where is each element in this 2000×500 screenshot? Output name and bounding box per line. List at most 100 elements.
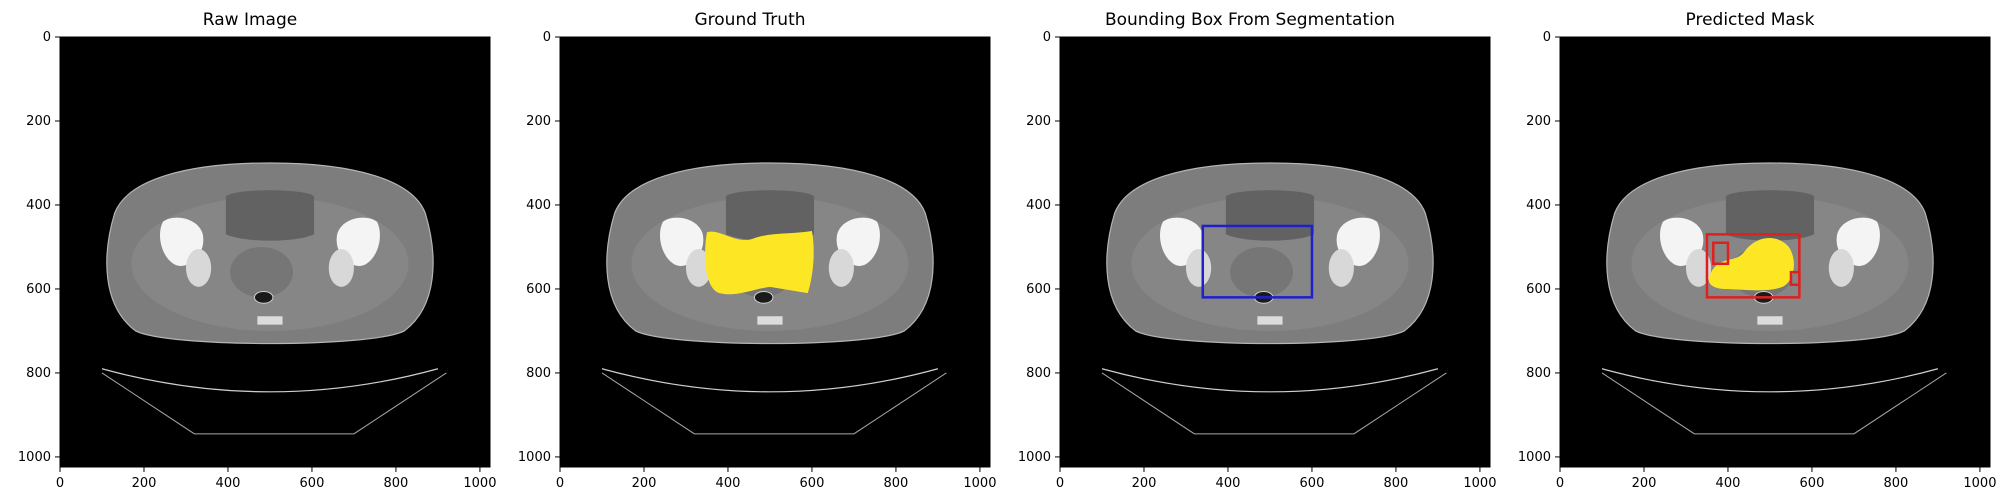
predicted-box [1705,233,1801,299]
panel-title: Ground Truth [694,10,806,30]
y-tick-label: 0 [543,30,551,45]
x-tick-label: 600 [1800,476,1825,491]
y-tick-label: 200 [1026,114,1051,129]
rectum [230,246,294,298]
y-tick-label: 600 [26,282,51,297]
y-tick-label: 600 [526,282,551,297]
left-acetabulum [1685,249,1712,287]
y-tick-label: 400 [26,198,51,213]
panel-ground-truth: Ground Truth 0 200 400 600 800 1000 0 200 400 600… [500,0,1000,500]
left-acetabulum [185,249,212,287]
bladder [225,190,315,241]
x-tick-label: 800 [1384,476,1409,491]
y-tick-label: 800 [26,366,51,381]
x-tick-label: 400 [716,476,741,491]
rectum [1230,246,1294,298]
predicted-box [1789,270,1801,287]
right-acetabulum [1328,249,1354,287]
x-tick-label: 600 [1300,476,1325,491]
axes-frame [1059,36,1491,468]
ct-figure: 0 200 400 600 800 1000 0 200 400 600 800 1000 [1018,30,1497,491]
x-tick-label: 0 [56,476,64,491]
table-base [601,372,947,435]
y-tick-label: 0 [1043,30,1051,45]
y-tick-label: 1000 [518,450,551,465]
x-tick-label: 400 [1716,476,1741,491]
axes-ticks: 0 200 400 600 800 1000 0 200 400 600 800 1000 [1018,30,1497,491]
ct-figure: 0 200 400 600 800 1000 0 200 400 600 800 1000 [518,30,997,491]
y-tick-label: 1000 [1018,450,1051,465]
y-tick-label: 800 [1026,366,1051,381]
x-tick-label: 1000 [963,476,996,491]
y-tick-label: 600 [1526,282,1551,297]
coccyx [257,316,283,325]
x-tick-label: 200 [132,476,157,491]
table-curve [1101,368,1439,393]
y-tick-label: 1000 [1518,450,1551,465]
x-tick-label: 1000 [1463,476,1496,491]
ct-figure: 0 200 400 600 800 1000 0 200 400 600 800 1000 [1518,30,1997,491]
x-tick-label: 800 [884,476,909,491]
coccyx [1757,316,1783,325]
right-acetabulum [1828,249,1854,287]
coccyx [757,316,783,325]
y-tick-label: 1000 [18,450,51,465]
x-tick-label: 0 [556,476,564,491]
panel-title: Raw Image [202,10,298,30]
predicted-box [1712,241,1730,266]
panel-predicted-mask: Predicted Mask 0 200 400 600 800 1000 0 200 400 6… [1500,0,2000,500]
bladder [1225,190,1315,241]
ct-slice [1101,162,1447,435]
y-tick-label: 400 [1026,198,1051,213]
bladder [1725,190,1815,241]
y-tick-label: 0 [43,30,51,45]
gas-pocket [253,290,274,304]
table-base [101,372,447,435]
ct-figure: 0 200 400 600 800 1000 0 200 400 600 800 1000 [18,30,497,491]
x-tick-label: 0 [1556,476,1564,491]
ground-truth-mask [705,231,814,295]
x-tick-label: 800 [384,476,409,491]
right-acetabulum [828,249,854,287]
right-acetabulum [328,249,354,287]
left-acetabulum [1185,249,1212,287]
segmentation-bounding-box [1201,224,1314,299]
table-curve [101,368,439,393]
x-tick-label: 600 [800,476,825,491]
x-tick-label: 600 [300,476,325,491]
x-tick-label: 200 [632,476,657,491]
x-tick-label: 400 [216,476,241,491]
x-tick-label: 1000 [1963,476,1996,491]
y-tick-label: 0 [1543,30,1551,45]
coccyx [1257,316,1283,325]
axes-frame [59,36,491,468]
x-tick-label: 800 [1884,476,1909,491]
y-tick-label: 200 [1526,114,1551,129]
y-tick-label: 800 [526,366,551,381]
axes-ticks: 0 200 400 600 800 1000 0 200 400 600 800 1000 [1518,30,1997,491]
table-curve [601,368,939,393]
panel-title: Bounding Box From Segmentation [1104,10,1396,30]
gas-pocket [753,290,774,304]
y-tick-label: 200 [526,114,551,129]
table-base [1601,372,1947,435]
x-tick-label: 0 [1056,476,1064,491]
axes-ticks: 0 200 400 600 800 1000 0 200 400 600 800 1000 [18,30,497,491]
bladder [725,190,815,241]
x-tick-label: 200 [1132,476,1157,491]
panel-raw-image: Raw Image 0 200 400 600 800 1000 0 200 400 600 800… [0,0,500,500]
x-tick-label: 1000 [463,476,496,491]
table-curve [1601,368,1939,393]
y-tick-label: 600 [1026,282,1051,297]
y-tick-label: 400 [526,198,551,213]
y-tick-label: 400 [1526,198,1551,213]
axes-frame [1559,36,1991,468]
ct-slice [101,162,447,435]
table-base [1101,372,1447,435]
left-acetabulum [685,249,712,287]
axes-ticks: 0 200 400 600 800 1000 0 200 400 600 800 1000 [518,30,997,491]
panel-title: Predicted Mask [1685,10,1815,30]
panel-bounding-box: Bounding Box From Segmentation 0 200 400 60… [1000,0,1500,500]
y-tick-label: 200 [26,114,51,129]
x-tick-label: 400 [1216,476,1241,491]
